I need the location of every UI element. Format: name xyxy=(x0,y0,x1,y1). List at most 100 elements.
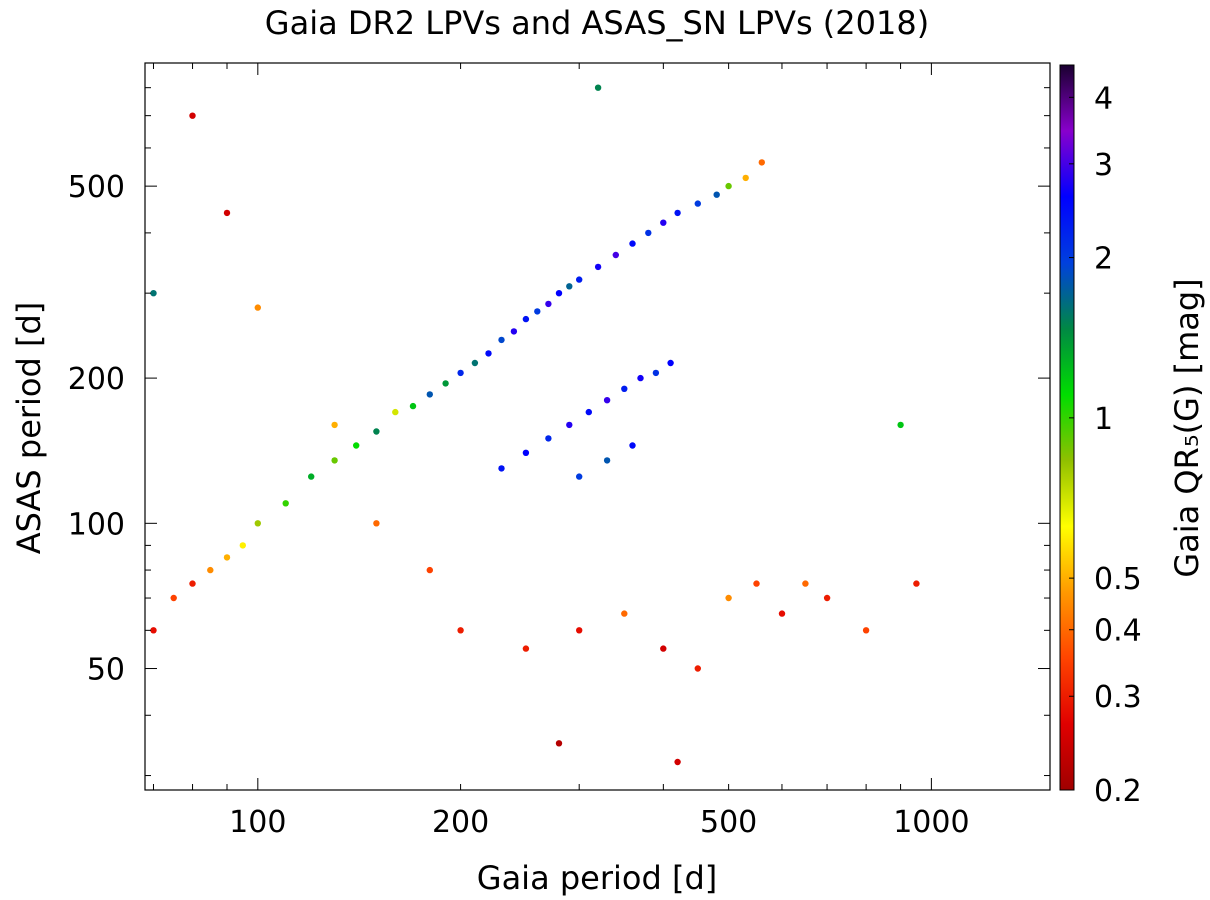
data-point xyxy=(674,758,681,766)
y-axis: 50 100 200 500 xyxy=(68,62,1050,777)
data-point xyxy=(694,665,701,672)
x-tick-label: 1000 xyxy=(893,805,969,840)
data-point xyxy=(753,580,760,587)
data-point xyxy=(674,209,681,217)
data-point xyxy=(207,566,214,574)
data-point xyxy=(594,263,602,271)
data-point xyxy=(471,359,479,367)
data-point xyxy=(823,594,831,602)
data-point xyxy=(713,191,720,198)
data-point xyxy=(442,380,449,387)
y-axis-label: ASAS period [d] xyxy=(10,302,48,555)
data-point xyxy=(150,290,157,297)
data-point xyxy=(660,645,667,652)
data-point xyxy=(576,276,583,283)
data-point xyxy=(637,374,644,382)
x-tick-label: 200 xyxy=(432,805,489,840)
data-point xyxy=(457,369,464,377)
data-point xyxy=(170,594,177,602)
data-point xyxy=(629,442,636,449)
data-point xyxy=(426,566,433,574)
data-point xyxy=(555,290,563,297)
y-tick-label: 100 xyxy=(68,507,125,542)
data-point xyxy=(660,219,667,226)
data-point xyxy=(758,159,765,166)
x-tick-label: 100 xyxy=(229,805,286,840)
data-point xyxy=(409,402,417,410)
data-point xyxy=(725,594,732,602)
data-point xyxy=(694,200,701,207)
data-point xyxy=(254,520,261,527)
data-point xyxy=(594,84,602,91)
data-point xyxy=(373,520,380,527)
data-point xyxy=(498,336,505,344)
scatter-points xyxy=(150,84,920,766)
data-point xyxy=(331,421,338,429)
colorbar xyxy=(1059,64,1075,791)
data-point xyxy=(353,442,360,449)
colorbar-label: Gaia QR₅(G) [mag] xyxy=(1168,278,1206,577)
data-point xyxy=(534,308,541,315)
data-point xyxy=(282,500,289,507)
colorbar-tick-label: 2 xyxy=(1094,242,1113,277)
data-point xyxy=(522,645,530,652)
data-point xyxy=(426,391,433,398)
data-point xyxy=(585,408,592,416)
data-point xyxy=(189,580,196,587)
colorbar-tick-label: 0.3 xyxy=(1094,680,1142,715)
colorbar-tick-label: 0.4 xyxy=(1094,614,1142,649)
colorbar-ticks: 0.2 0.3 0.4 0.5 1 2 3 4 xyxy=(1069,81,1142,809)
data-point xyxy=(373,428,380,435)
data-point xyxy=(742,174,749,182)
x-axis: 100 200 500 1000 xyxy=(152,63,970,840)
data-point xyxy=(645,229,652,237)
x-tick-label: 500 xyxy=(700,805,757,840)
colorbar-tick-label: 0.2 xyxy=(1094,774,1142,809)
data-point xyxy=(862,627,870,634)
data-point xyxy=(510,328,518,335)
data-point xyxy=(576,473,583,480)
data-point xyxy=(603,397,611,404)
colorbar-tick-label: 4 xyxy=(1094,81,1113,116)
data-point xyxy=(239,542,246,549)
data-point xyxy=(545,300,552,308)
colorbar-tick-label: 0.5 xyxy=(1094,562,1142,597)
data-point xyxy=(725,182,732,190)
data-point xyxy=(331,457,338,464)
data-point xyxy=(913,580,920,587)
data-point xyxy=(308,473,315,480)
data-point xyxy=(576,627,583,634)
y-tick-label: 50 xyxy=(87,653,125,688)
data-point xyxy=(555,740,563,747)
data-point xyxy=(802,580,809,587)
data-point xyxy=(223,554,231,561)
data-point xyxy=(897,421,904,429)
data-point xyxy=(150,627,157,634)
y-tick-label: 200 xyxy=(68,362,125,397)
data-point xyxy=(392,408,399,416)
y-tick-label: 500 xyxy=(68,170,125,205)
data-point xyxy=(254,304,261,311)
data-point xyxy=(485,350,492,357)
data-point xyxy=(522,449,530,456)
data-point xyxy=(498,465,505,472)
data-point xyxy=(778,610,786,617)
data-point xyxy=(223,209,231,217)
chart-title: Gaia DR2 LPVs and ASAS_SN LPVs (2018) xyxy=(265,4,929,42)
data-point xyxy=(545,435,552,442)
data-point xyxy=(566,421,573,429)
data-point xyxy=(566,283,573,290)
data-point xyxy=(652,369,660,377)
colorbar-tick-label: 3 xyxy=(1094,148,1113,183)
data-point xyxy=(603,457,611,464)
colorbar-tick-label: 1 xyxy=(1094,402,1113,437)
data-point xyxy=(612,251,619,259)
data-point xyxy=(621,385,628,392)
plot-frame xyxy=(144,62,1051,791)
data-point xyxy=(522,315,530,323)
data-point xyxy=(667,359,674,367)
data-point xyxy=(189,112,196,119)
x-axis-label: Gaia period [d] xyxy=(477,859,717,897)
data-point xyxy=(457,627,464,634)
